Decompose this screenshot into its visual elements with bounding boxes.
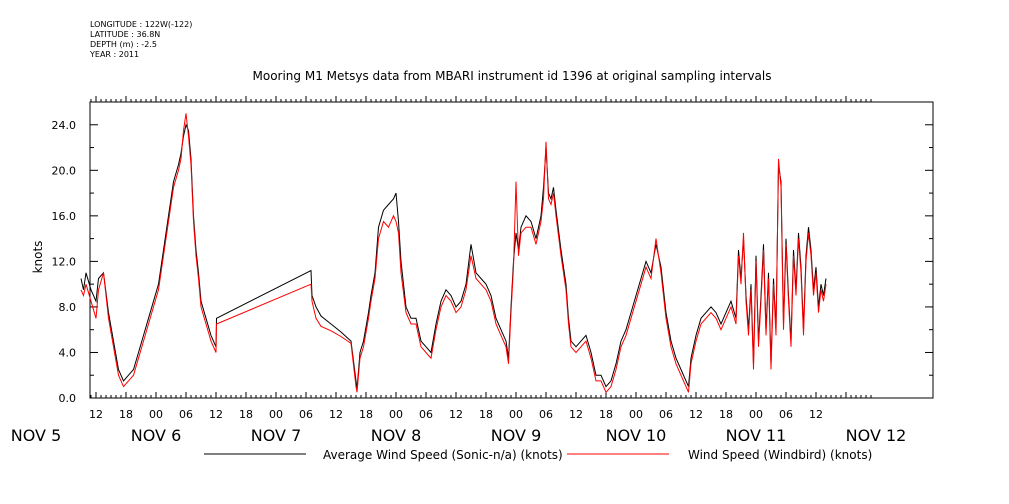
x-hour-label: 12 (89, 408, 103, 421)
x-hour-label: 06 (419, 408, 433, 421)
series-line-windbird-wind-speed (80, 113, 827, 394)
x-hour-label: 12 (689, 408, 703, 421)
x-hour-label: 18 (599, 408, 613, 421)
chart-title: Mooring M1 Metsys data from MBARI instru… (253, 69, 772, 83)
x-day-label: NOV 8 (371, 426, 422, 445)
x-hour-label: 00 (629, 408, 643, 421)
x-hour-label: 18 (479, 408, 493, 421)
axis-ticks (90, 96, 933, 399)
x-hour-label: 18 (719, 408, 733, 421)
x-hour-label: 12 (809, 408, 823, 421)
y-tick-label: 16.0 (52, 210, 77, 223)
longitude-text: LONGITUDE : 122W(-122) (90, 20, 193, 29)
x-hour-label: 00 (509, 408, 523, 421)
x-day-label: NOV 12 (846, 426, 907, 445)
y-tick-label: 12.0 (52, 255, 77, 268)
latitude-text: LATITUDE : 36.8N (90, 30, 161, 39)
x-hour-label: 12 (449, 408, 463, 421)
x-hour-label: 18 (119, 408, 133, 421)
x-hour-label: 06 (539, 408, 553, 421)
x-hour-label: 06 (299, 408, 313, 421)
year-text: YEAR : 2011 (90, 50, 140, 59)
x-hour-label: 00 (749, 408, 763, 421)
legend: Average Wind Speed (Sonic-n/a) (knots) Wi… (204, 448, 872, 462)
x-hour-label: 06 (179, 408, 193, 421)
x-day-label: NOV 7 (251, 426, 302, 445)
x-hour-label: 18 (239, 408, 253, 421)
y-tick-label: 8.0 (59, 301, 77, 314)
x-hour-label: 12 (569, 408, 583, 421)
legend-label-average: Average Wind Speed (Sonic-n/a) (knots) (323, 448, 563, 462)
y-axis-labels: 0.0 4.0 8.0 12.0 16.0 20.0 24.0 (52, 119, 77, 405)
x-hour-label: 00 (149, 408, 163, 421)
x-hour-label: 06 (779, 408, 793, 421)
y-tick-label: 4.0 (59, 346, 77, 359)
y-axis-label: knots (31, 241, 45, 274)
x-day-label: NOV 10 (606, 426, 667, 445)
x-hour-label: 18 (359, 408, 373, 421)
x-day-label: NOV 11 (726, 426, 787, 445)
x-hour-label: 00 (389, 408, 403, 421)
x-hour-label: 12 (209, 408, 223, 421)
x-hour-label: 06 (659, 408, 673, 421)
metadata-block: LONGITUDE : 122W(-122) LATITUDE : 36.8N … (90, 20, 192, 60)
y-tick-label: 20.0 (52, 164, 77, 177)
x-day-label: NOV 6 (131, 426, 182, 445)
y-tick-label: 0.0 (59, 392, 77, 405)
depth-text: DEPTH (m) : -2.5 (90, 40, 157, 49)
x-day-label: NOV 5 (11, 426, 62, 445)
series-layer (80, 113, 827, 394)
series-line-average-wind-speed (80, 123, 827, 389)
x-hour-label: 12 (329, 408, 343, 421)
legend-label-windbird: Wind Speed (Windbird) (knots) (688, 448, 872, 462)
y-tick-label: 24.0 (52, 119, 77, 132)
x-day-label: NOV 9 (491, 426, 542, 445)
x-axis-labels: 12 18 00 06 12 18 00 06 12 18 00 06 12 18 00 06 12 18 00 06… (11, 408, 907, 445)
x-hour-label: 00 (269, 408, 283, 421)
